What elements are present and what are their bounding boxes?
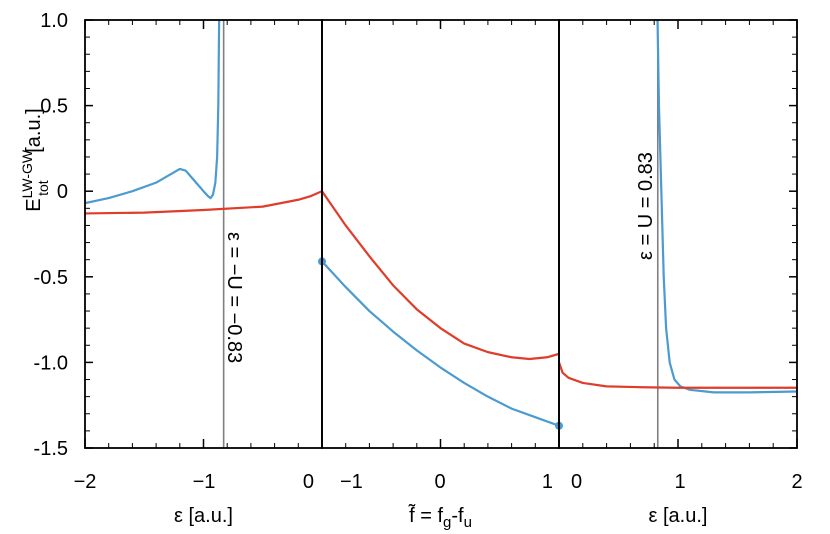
x-tick-label-right: 0: [571, 471, 582, 493]
y-tick-label: 1.0: [40, 10, 68, 32]
series-layer: [85, 20, 797, 430]
x-tick-label-left: 0: [303, 471, 314, 493]
ticks-layer: [84, 19, 798, 449]
annotation-left: ε = −U = −0.83: [223, 232, 245, 363]
y-axis-label: ELW-GWtot [a.u.]: [19, 108, 51, 211]
x-tick-label-left: −1: [193, 471, 216, 493]
annotation-text-right: ε = U = 0.83: [635, 152, 657, 260]
y-tick-label: 0.5: [40, 96, 68, 118]
right-series-blue-line: [656, 20, 797, 394]
y-tick-label: -1.5: [34, 438, 68, 460]
y-axis-label-text: ELW-GWtot [a.u.]: [19, 108, 51, 211]
x-axis-label-right: ε [a.u.]: [649, 505, 708, 527]
x-axis-label-middle: f̃ = fg-fu: [408, 504, 472, 531]
middle-series-red-line: [322, 190, 559, 361]
x-tick-label-right: 1: [674, 471, 685, 493]
panel-frame-left: [84, 19, 323, 449]
left-series-red-line: [85, 190, 322, 215]
panel-frame-middle: [321, 19, 560, 449]
middle-series-blue-line: [322, 260, 559, 427]
x-tick-label-middle: −1: [340, 471, 363, 493]
labels-layer: 1.0 0.5 0 -0.5 -1.0 -1.5 ELW-GWtot [a.u.] −2 −1 0…: [19, 10, 803, 531]
plot-frame: [84, 19, 798, 449]
y-tick-label: -0.5: [34, 267, 68, 289]
left-series-blue-line: [85, 20, 221, 205]
x-tick-label-right: 2: [791, 471, 802, 493]
x-axis-label-left: ε [a.u.]: [174, 505, 233, 527]
x-tick-label-middle: 0: [434, 471, 445, 493]
x-tick-label-middle: 1: [542, 471, 553, 493]
y-tick-label: 0: [57, 181, 68, 203]
annotation-text-left: ε = −U = −0.83: [223, 232, 245, 363]
right-series-red-line: [559, 361, 797, 389]
x-tick-label-left: −2: [74, 471, 97, 493]
annotation-right: ε = U = 0.83: [635, 152, 657, 260]
y-tick-label: -1.0: [34, 352, 68, 374]
